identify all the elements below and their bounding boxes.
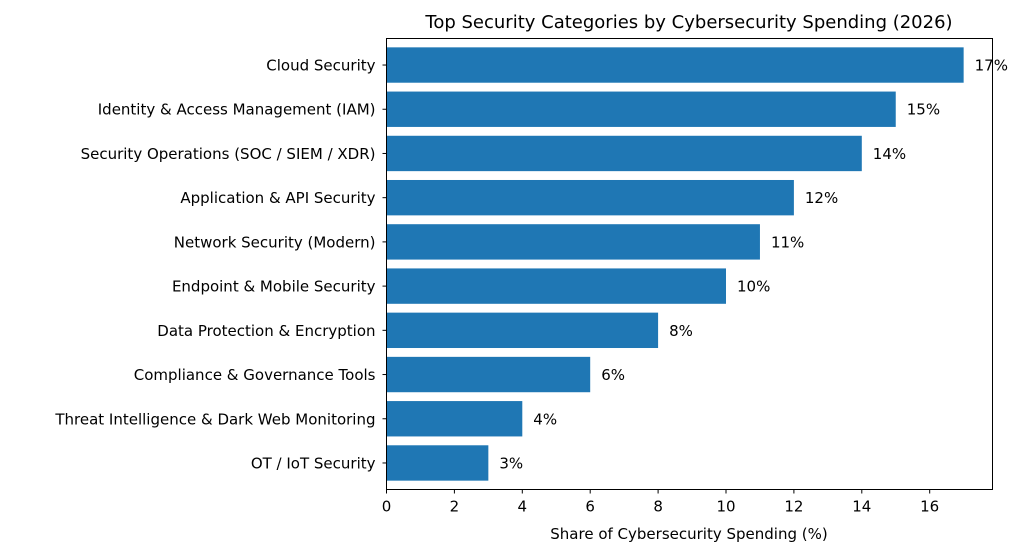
data-label: 12%	[805, 189, 838, 207]
x-tick-label: 2	[450, 498, 460, 516]
data-label: 8%	[669, 322, 693, 340]
y-tick-label: Endpoint & Mobile Security	[172, 278, 376, 296]
data-label: 6%	[601, 366, 625, 384]
bar	[386, 356, 591, 393]
y-tick-label: Security Operations (SOC / SIEM / XDR)	[81, 145, 376, 163]
chart-title: Top Security Categories by Cybersecurity…	[424, 12, 952, 33]
y-tick-label: Identity & Access Management (IAM)	[98, 101, 376, 119]
data-label: 11%	[771, 233, 804, 251]
x-tick-label: 12	[784, 498, 803, 516]
x-tick-label: 14	[852, 498, 871, 516]
bar	[386, 312, 659, 349]
data-label: 10%	[737, 278, 770, 296]
x-tick-label: 10	[716, 498, 735, 516]
data-label: 17%	[975, 57, 1008, 75]
x-axis-label: Share of Cybersecurity Spending (%)	[550, 525, 827, 543]
x-tick-label: 0	[382, 498, 392, 516]
data-label: 4%	[533, 410, 557, 428]
bar	[386, 268, 726, 304]
y-tick-label: Application & API Security	[180, 189, 375, 207]
data-label: 15%	[907, 101, 940, 119]
x-tick-label: 6	[585, 498, 595, 516]
data-label: 14%	[873, 145, 906, 163]
y-tick-label: OT / IoT Security	[251, 454, 376, 472]
y-tick-label: Threat Intelligence & Dark Web Monitorin…	[54, 410, 375, 428]
bar	[386, 47, 964, 83]
x-tick-label: 16	[920, 498, 939, 516]
bar	[386, 135, 862, 172]
plot-frame	[386, 38, 993, 490]
y-tick-label: Data Protection & Encryption	[157, 322, 375, 340]
bar	[386, 401, 523, 437]
x-tick-label: 8	[653, 498, 663, 516]
y-tick-label: Cloud Security	[266, 57, 375, 75]
x-tick-label: 4	[518, 498, 528, 516]
y-tick-label: Network Security (Modern)	[174, 233, 376, 251]
bar	[386, 224, 760, 260]
bar	[386, 91, 896, 127]
bar	[386, 179, 794, 216]
data-label: 3%	[499, 454, 523, 472]
bar	[386, 445, 489, 481]
y-tick-label: Compliance & Governance Tools	[134, 366, 376, 384]
